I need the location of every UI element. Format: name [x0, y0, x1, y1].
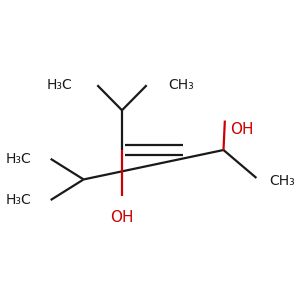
- Text: H₃C: H₃C: [47, 78, 73, 92]
- Text: H₃C: H₃C: [6, 152, 31, 166]
- Text: H₃C: H₃C: [6, 193, 31, 207]
- Text: CH₃: CH₃: [169, 78, 194, 92]
- Text: OH: OH: [230, 122, 254, 137]
- Text: CH₃: CH₃: [269, 174, 295, 188]
- Text: OH: OH: [110, 210, 134, 225]
